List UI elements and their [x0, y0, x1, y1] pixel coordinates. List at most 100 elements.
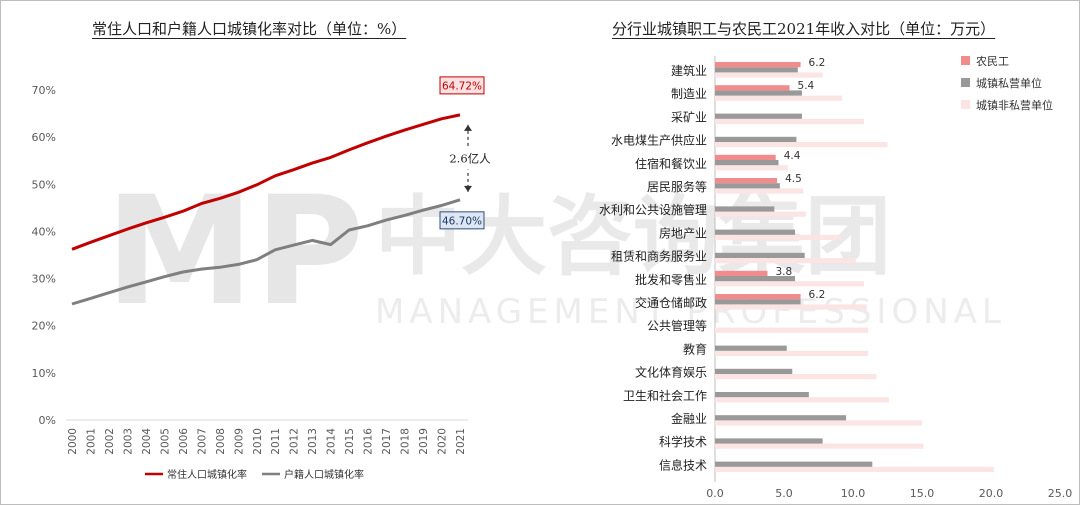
x-tick-label: 20.0	[979, 487, 1004, 500]
x-tick-label: 2000	[67, 428, 79, 455]
bar-migrant	[715, 178, 778, 184]
bar-nonprivate	[715, 466, 994, 472]
x-tick-label: 2021	[455, 428, 467, 455]
x-tick-label: 2003	[122, 428, 134, 455]
x-tick-label: 2008	[215, 428, 227, 455]
y-tick-label: 10%	[32, 367, 56, 380]
x-tick-label: 2010	[252, 428, 264, 455]
category-label: 教育	[683, 341, 707, 356]
bar-private	[715, 90, 802, 96]
series-line-resident	[71, 113, 461, 251]
data-label-migrant: 5.4	[798, 80, 815, 92]
bar-nonprivate	[715, 350, 869, 356]
x-tick-label: 25.0	[1048, 487, 1073, 500]
x-tick-label: 0.0	[706, 487, 724, 500]
legend-swatch	[961, 56, 970, 65]
bar-private	[715, 183, 780, 189]
bar-migrant	[715, 85, 790, 91]
category-label: 交通仓储邮政	[635, 295, 707, 310]
bar-nonprivate	[715, 281, 865, 287]
data-label-migrant: 3.8	[775, 266, 792, 278]
category-label: 房地产业	[659, 225, 707, 240]
legend-label: 城镇私营单位	[976, 76, 1042, 90]
legend-label: 城镇非私营单位	[976, 98, 1053, 112]
bar-private	[715, 113, 802, 119]
bar-migrant	[715, 270, 768, 276]
y-tick-label: 20%	[32, 320, 56, 333]
legend-swatch	[961, 100, 970, 109]
y-tick-label: 40%	[32, 225, 56, 238]
bar-private	[715, 392, 809, 398]
bar-private	[715, 415, 847, 421]
bar-private	[715, 368, 793, 374]
category-label: 水电煤生产供应业	[611, 133, 707, 148]
gap-arrow-down	[464, 185, 472, 192]
gap-annotation-bg	[440, 147, 500, 170]
gap-annotation: 2.6亿人	[449, 151, 491, 165]
y-tick-label: 60%	[32, 131, 56, 144]
bar-nonprivate	[715, 397, 889, 403]
legend-label: 农民工	[976, 54, 1009, 68]
bar-nonprivate	[715, 95, 842, 101]
bar-private	[715, 438, 823, 444]
bar-nonprivate	[715, 165, 789, 171]
x-tick-label: 2007	[196, 428, 208, 455]
x-tick-label: 2013	[307, 428, 319, 455]
bar-nonprivate	[715, 142, 888, 148]
x-tick-label: 2014	[326, 428, 338, 455]
bar-nonprivate	[715, 211, 807, 217]
gap-arrow-up	[464, 124, 472, 131]
bar-migrant	[715, 154, 776, 160]
category-label: 金融业	[671, 411, 707, 426]
category-label: 住宿和餐饮业	[635, 156, 707, 171]
y-tick-label: 50%	[32, 178, 56, 191]
category-label: 公共管理等	[647, 318, 707, 333]
legend-label-registered: 户籍人口城镇化率	[284, 468, 364, 481]
right-chart-title: 分行业城镇职工与农民工2021年收入对比（单位：万元）	[612, 20, 996, 38]
x-tick-label: 2001	[85, 428, 97, 455]
category-label: 建筑业	[671, 63, 707, 78]
line-chart: 0% 10% 20% 30% 40% 50% 60% 70% 2000 2001 2002 2003 2…	[31, 76, 500, 481]
data-label-migrant: 4.4	[784, 150, 801, 162]
end-label-box-registered	[439, 211, 485, 230]
bar-nonprivate	[715, 234, 841, 240]
data-label-migrant: 6.2	[809, 289, 826, 301]
x-tick-label: 10.0	[841, 487, 866, 500]
bar-nonprivate	[715, 72, 823, 78]
x-tick-label: 5.0	[775, 487, 793, 500]
legend-swatch	[961, 78, 970, 87]
bar-private	[715, 229, 796, 235]
x-tick-label: 2017	[381, 428, 393, 455]
x-tick-label: 2009	[233, 428, 245, 455]
bar-private	[715, 299, 801, 305]
x-tick-label: 2016	[363, 428, 375, 455]
bar-nonprivate	[715, 420, 922, 426]
bar-private	[715, 461, 873, 467]
left-chart-title: 常住人口和户籍人口城镇化率对比（单位：%）	[92, 20, 407, 38]
x-tick-label: 2012	[289, 428, 301, 455]
bar-private	[715, 252, 805, 258]
end-label-box-resident	[439, 76, 485, 95]
end-label-resident: 64.72%	[442, 80, 482, 92]
bar-nonprivate	[715, 188, 804, 194]
x-tick-label: 2015	[344, 428, 356, 455]
bar-nonprivate	[715, 374, 877, 380]
bar-private	[715, 206, 775, 212]
data-label-migrant: 6.2	[809, 57, 826, 69]
category-label: 居民服务等	[647, 179, 707, 194]
category-label: 批发和零售业	[635, 272, 707, 287]
x-tick-label: 15.0	[910, 487, 935, 500]
bar-nonprivate	[715, 258, 856, 264]
y-tick-label: 30%	[32, 273, 56, 286]
bar-nonprivate	[715, 304, 867, 310]
bar-migrant	[715, 294, 801, 300]
category-label: 租赁和商务服务业	[611, 249, 707, 264]
category-label: 水利和公共设施管理	[599, 202, 707, 217]
category-label: 卫生和社会工作	[623, 388, 707, 403]
x-tick-label: 2019	[418, 428, 430, 455]
y-tick-label: 0%	[39, 414, 56, 427]
x-tick-label: 2018	[400, 428, 412, 455]
x-tick-label: 2011	[270, 428, 282, 455]
bar-private	[715, 160, 779, 166]
x-tick-label: 2005	[159, 428, 171, 455]
